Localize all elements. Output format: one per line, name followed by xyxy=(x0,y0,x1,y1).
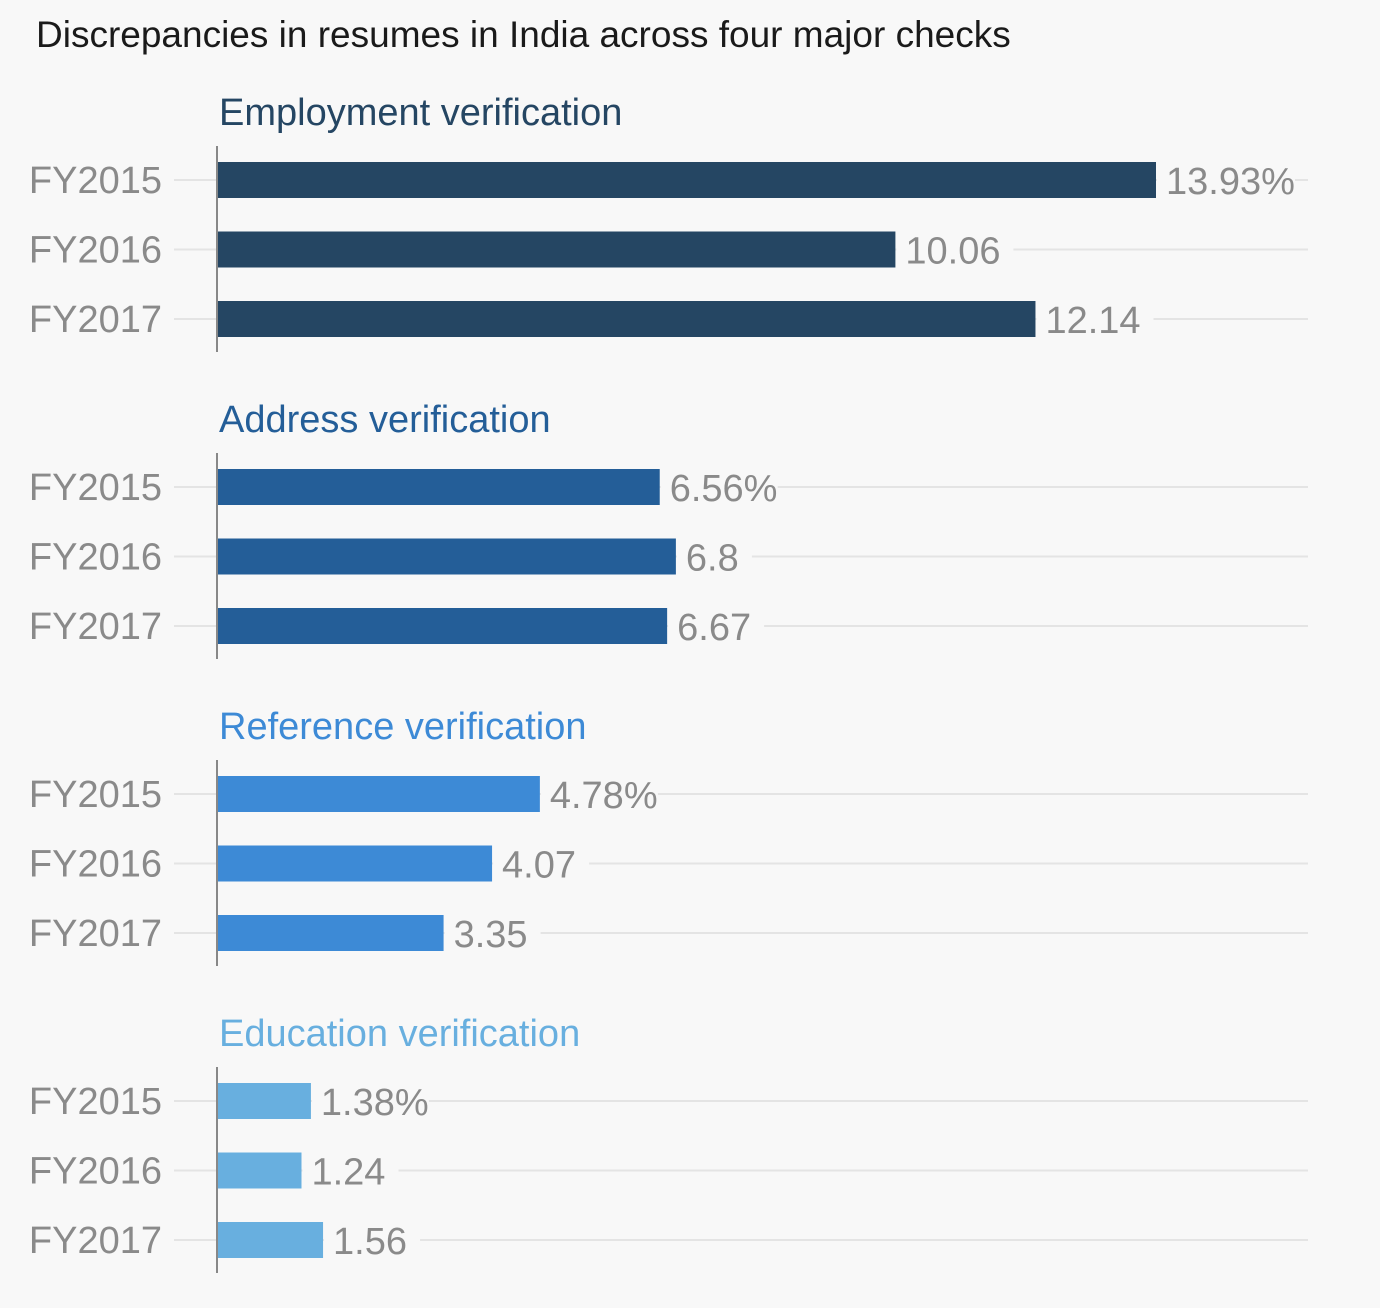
category-label: FY2015 xyxy=(29,467,162,509)
bar xyxy=(218,231,896,268)
panel-title: Employment verification xyxy=(219,92,622,134)
bar xyxy=(218,469,660,505)
value-label: 6.56% xyxy=(670,468,778,510)
value-label-bg xyxy=(676,536,752,577)
value-label-bg xyxy=(896,229,1014,270)
panel-3: Reference verification FY2015 4.78% FY2016 4… xyxy=(29,706,1308,966)
bar xyxy=(218,776,540,812)
category-label: FY2017 xyxy=(29,299,162,341)
bar xyxy=(218,608,668,644)
value-label: 10.06 xyxy=(905,231,1000,273)
bar xyxy=(218,301,1036,337)
chart-title: Discrepancies in resumes in India across… xyxy=(36,14,1011,55)
value-label-bg xyxy=(302,1150,399,1191)
panel-1: Employment verification FY2015 13.93% FY201… xyxy=(29,92,1308,352)
value-label: 13.93% xyxy=(1166,161,1295,203)
category-label: FY2017 xyxy=(29,606,162,648)
panel-title: Address verification xyxy=(219,399,551,441)
value-label-bg xyxy=(540,774,658,814)
category-label: FY2016 xyxy=(29,844,162,886)
value-label-bg xyxy=(324,1220,421,1260)
bar xyxy=(218,1152,302,1189)
value-label: 4.07 xyxy=(502,845,576,887)
value-label: 4.78% xyxy=(550,775,658,817)
category-label: FY2016 xyxy=(29,230,162,272)
category-label: FY2017 xyxy=(29,1220,162,1262)
category-label: FY2016 xyxy=(29,1151,162,1193)
value-label-bg xyxy=(660,467,778,507)
value-label-bg xyxy=(493,843,590,884)
bar xyxy=(218,845,493,882)
bar xyxy=(218,538,676,575)
category-label: FY2015 xyxy=(29,160,162,202)
category-label: FY2015 xyxy=(29,774,162,816)
bar xyxy=(218,1083,311,1119)
value-label-bg xyxy=(1157,160,1295,200)
value-label: 3.35 xyxy=(454,914,528,956)
value-label: 1.24 xyxy=(311,1152,385,1194)
value-label-bg xyxy=(311,1081,429,1121)
value-label: 12.14 xyxy=(1045,300,1140,342)
value-label: 1.38% xyxy=(321,1082,429,1124)
category-label: FY2015 xyxy=(29,1081,162,1123)
panel-2: Address verification FY2015 6.56% FY2016 6.8… xyxy=(29,399,1308,659)
bar xyxy=(218,162,1156,198)
panel-title: Education verification xyxy=(219,1013,580,1055)
category-label: FY2016 xyxy=(29,537,162,579)
panel-4: Education verification FY2015 1.38% FY2016 1… xyxy=(29,1013,1308,1273)
bar xyxy=(218,1222,324,1258)
value-label-bg xyxy=(1036,299,1154,339)
value-label-bg xyxy=(668,606,765,646)
value-label: 6.67 xyxy=(677,607,751,649)
value-label: 6.8 xyxy=(686,538,739,580)
value-label-bg xyxy=(444,913,541,953)
panel-title: Reference verification xyxy=(219,706,587,748)
category-label: FY2017 xyxy=(29,913,162,955)
value-label: 1.56 xyxy=(333,1221,407,1263)
bar xyxy=(218,915,444,951)
